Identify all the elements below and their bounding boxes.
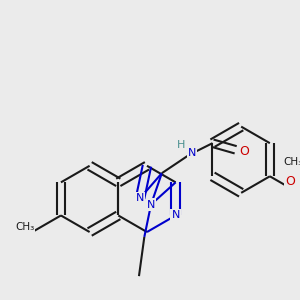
- Text: N: N: [188, 148, 196, 158]
- Text: O: O: [239, 145, 249, 158]
- Text: N: N: [147, 200, 155, 209]
- Text: CH₃: CH₃: [283, 157, 300, 167]
- Text: CH₃: CH₃: [15, 222, 34, 232]
- Text: N: N: [172, 211, 180, 220]
- Text: O: O: [285, 175, 295, 188]
- Text: N: N: [136, 193, 144, 203]
- Text: H: H: [177, 140, 185, 150]
